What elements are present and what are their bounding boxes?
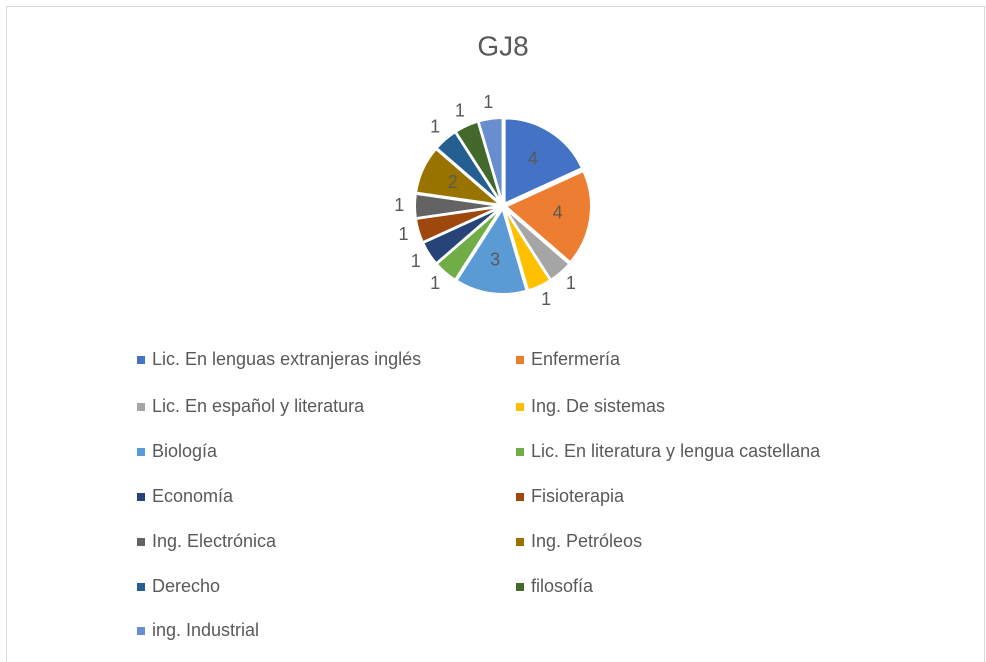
- legend-swatch: [137, 448, 145, 456]
- data-label: 1: [394, 195, 404, 215]
- legend-label: Fisioterapia: [531, 486, 625, 506]
- pie-slice: [503, 117, 584, 206]
- chart-title: GJ8: [477, 30, 528, 61]
- legend-label: Ing. Petróleos: [531, 531, 642, 551]
- legend-swatch: [137, 403, 145, 411]
- legend-swatch: [137, 627, 145, 635]
- pie-slice: [503, 208, 552, 292]
- data-label: 1: [541, 289, 551, 309]
- legend-label: filosofía: [531, 576, 594, 596]
- legend-label: ing. Industrial: [152, 620, 259, 640]
- legend-swatch: [516, 538, 524, 546]
- legend-label: Lic. En español y literatura: [152, 396, 365, 416]
- pie-slice: [477, 117, 504, 204]
- legend-swatch: [137, 356, 145, 364]
- legend-label: Enfermería: [531, 349, 621, 369]
- legend-swatch: [516, 403, 524, 411]
- pie-slice: [455, 206, 528, 295]
- legend-swatch: [516, 583, 524, 591]
- data-label: 1: [566, 273, 576, 293]
- legend-swatch: [516, 493, 524, 501]
- data-label: 4: [528, 148, 538, 168]
- pie-slice: [415, 147, 504, 207]
- legend-label: Lic. En lenguas extranjeras inglés: [152, 349, 421, 369]
- legend-swatch: [137, 583, 145, 591]
- data-label: 1: [430, 273, 440, 293]
- data-label: 4: [553, 203, 563, 223]
- data-label: 3: [490, 249, 500, 269]
- pie-slice: [504, 169, 592, 264]
- data-label: 1: [455, 100, 465, 120]
- legend-label: Biología: [152, 441, 218, 461]
- legend-label: Lic. En literatura y lengua castellana: [531, 441, 821, 461]
- data-label: 1: [398, 224, 408, 244]
- legend-swatch: [137, 538, 145, 546]
- data-label: 1: [483, 92, 493, 112]
- legend-swatch: [516, 356, 524, 364]
- data-label: 1: [430, 116, 440, 136]
- data-label: 1: [411, 251, 421, 271]
- legend-label: Economía: [152, 486, 234, 506]
- data-label: 2: [448, 172, 458, 192]
- legend-label: Ing. Electrónica: [152, 531, 277, 551]
- legend-label: Derecho: [152, 576, 220, 596]
- legend-label: Ing. De sistemas: [531, 396, 665, 416]
- pie-slice: [414, 192, 501, 220]
- chart-frame: [6, 6, 985, 662]
- legend-swatch: [516, 448, 524, 456]
- legend-swatch: [137, 493, 145, 501]
